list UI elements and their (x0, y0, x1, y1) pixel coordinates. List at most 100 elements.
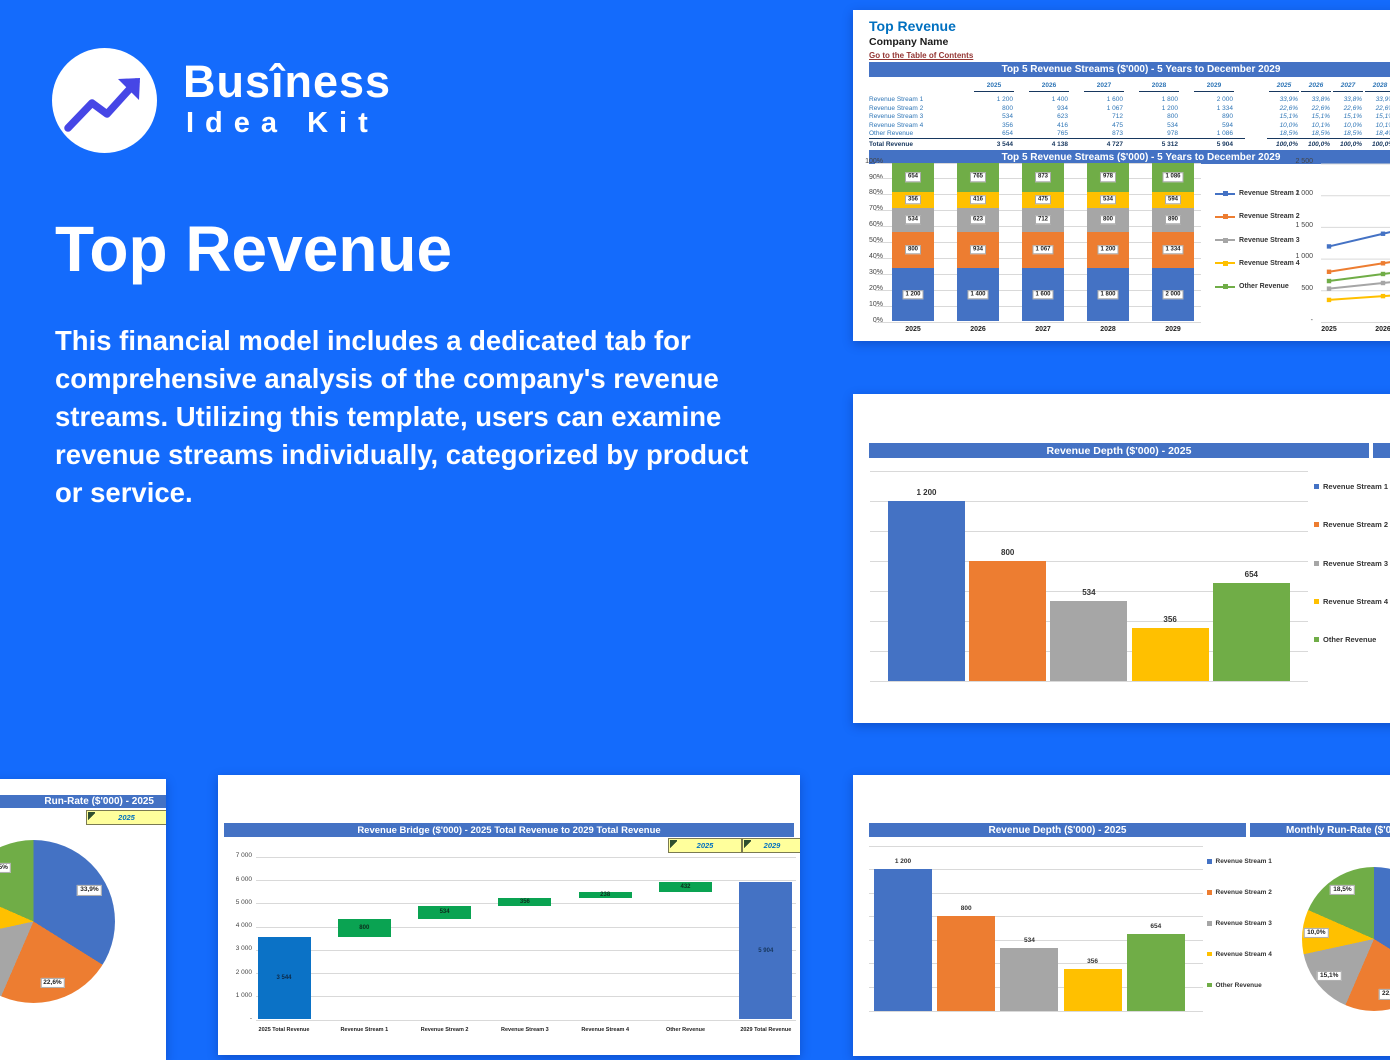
table-cell: 654 (1002, 130, 1013, 138)
trend-arrow-icon (64, 78, 140, 132)
table-cell: Revenue Stream 3 (869, 113, 924, 121)
table-total-topline (869, 138, 1245, 139)
table-cell: 18,5% (1343, 130, 1362, 138)
legend-label: Other Revenue (1239, 283, 1289, 291)
table-cell: 33,8% (1343, 96, 1362, 103)
table-total-topline (1267, 138, 1390, 139)
bridge-year-to-value: 2029 (763, 841, 781, 850)
data-label-chip: 356 (904, 195, 922, 205)
brand-name-line1: Busîness (183, 56, 392, 107)
panel-depth-and-run-rate: Revenue Depth ($'000) - 2025 Monthly Run… (853, 775, 1390, 1056)
category-label: 2025 (1321, 326, 1337, 333)
table-cell: 534 (1002, 113, 1013, 121)
page-description: This financial model includes a dedicate… (55, 325, 749, 508)
legend-label: Revenue Stream 4 (1239, 259, 1300, 267)
table-cell: 2026 (1301, 82, 1331, 92)
legend-item: Revenue Stream 2 (1215, 213, 1300, 220)
category-label: 2026 (970, 326, 986, 333)
axis-tick-label: 70% (868, 205, 883, 213)
legend-item: Revenue Stream 3 (1215, 237, 1300, 244)
table-cell: 4 138 (1051, 140, 1068, 148)
bar-revenue-stream-2 (937, 916, 996, 1011)
table-cell: 978 (1167, 130, 1178, 138)
legend-item: Other Revenue (1314, 635, 1376, 644)
axis-tick-label: 80% (868, 189, 883, 197)
waterfall-bar-revenue-stream-4: 238 (578, 892, 632, 899)
bridge-year-to-dropdown[interactable]: 2029 (742, 838, 800, 853)
table-cell: 10,1% (1375, 121, 1390, 129)
legend-item: Other Revenue (1207, 982, 1262, 989)
data-label-chip: 18,5% (0, 862, 11, 873)
bar-other-revenue (1126, 933, 1185, 1011)
data-label-chip: 416 (969, 195, 987, 205)
table-cell: Other Revenue (869, 130, 914, 138)
table-cell: 100,0% (1339, 140, 1362, 148)
data-label-chip: 22,6% (40, 977, 65, 988)
legend-item: Revenue Stream 1 (1215, 190, 1300, 197)
data-label-chip: 800 (1099, 214, 1117, 225)
legend-label: Other Revenue (1323, 635, 1377, 645)
bar-value-label: 534 (1023, 936, 1035, 944)
table-cell: 1 334 (1216, 104, 1233, 112)
table-of-contents-link[interactable]: Go to the Table of Contents (869, 51, 974, 60)
year-filter-dropdown[interactable]: 2025 (86, 810, 166, 825)
legend-swatch (1314, 598, 1319, 604)
table-cell: 475 (1112, 121, 1123, 129)
sheet-title: Top Revenue (869, 18, 956, 34)
bar-value-label: 432 (680, 884, 691, 891)
table-cell: 2026 (1029, 82, 1069, 92)
legend-swatch (1207, 921, 1212, 926)
gridline (870, 560, 1308, 562)
table-cell: 890 (1222, 113, 1233, 121)
axis-tick-label: 0% (872, 316, 883, 324)
category-label: 2029 Total Revenue (740, 1027, 792, 1033)
bar-other-revenue (1212, 582, 1290, 681)
data-label-chip: 475 (1034, 195, 1052, 205)
axis-tick-label: 30% (868, 268, 883, 276)
gridline (869, 1010, 1203, 1012)
bar-value-label: 356 (519, 899, 530, 906)
category-label: Other Revenue (665, 1027, 706, 1033)
legend-marker (1223, 191, 1228, 196)
category-label: Revenue Stream 4 (581, 1027, 630, 1033)
gridline (870, 590, 1308, 592)
table-cell: 534 (1167, 121, 1178, 129)
legend-marker (1223, 237, 1228, 243)
table-cell: 10,1% (1311, 121, 1330, 129)
gridline (256, 1019, 796, 1021)
gridline (256, 996, 796, 998)
gridline (256, 949, 796, 951)
gridline (869, 869, 1203, 871)
table-cell: 100,0% (1307, 140, 1330, 148)
axis-tick-label: 2 000 (1295, 189, 1313, 197)
legend-swatch (1314, 637, 1319, 643)
bar-value-label: 238 (600, 892, 611, 899)
bar-revenue-stream-2 (969, 560, 1047, 681)
bar-value-label: 654 (1244, 569, 1258, 579)
table-cell: 100,0% (1275, 140, 1298, 148)
bar-revenue-stream-4 (1131, 627, 1209, 681)
table-cell: 1 800 (1161, 96, 1178, 103)
axis-tick-label: 40% (868, 253, 883, 260)
bar-value-label: 800 (960, 905, 972, 913)
table-cell: 765 (1057, 130, 1068, 138)
bridge-year-from-dropdown[interactable]: 2025 (668, 838, 742, 853)
table-cell: 22,6% (1375, 104, 1390, 112)
legend-swatch (1314, 484, 1319, 489)
axis-tick-label: - (249, 1014, 252, 1022)
data-label-chip: 1 086 (1162, 172, 1184, 182)
data-label-chip: 1 200 (1097, 244, 1119, 255)
legend-item: Revenue Stream 4 (1314, 597, 1388, 606)
gridline (870, 681, 1308, 682)
table-cell: 873 (1112, 130, 1123, 138)
bar-revenue-stream-1 (874, 869, 932, 1011)
axis-tick-label: 500 (1301, 284, 1313, 292)
legend-marker (1223, 214, 1228, 220)
legend-item: Revenue Stream 4 (1215, 260, 1300, 267)
table-cell: 712 (1112, 113, 1123, 121)
table-cell: 2028 (1365, 82, 1390, 92)
data-label-chip: 765 (969, 172, 987, 182)
data-label-chip: 10,0% (1304, 928, 1329, 939)
filter-wedge-icon (88, 812, 95, 823)
gridline (875, 321, 1201, 323)
